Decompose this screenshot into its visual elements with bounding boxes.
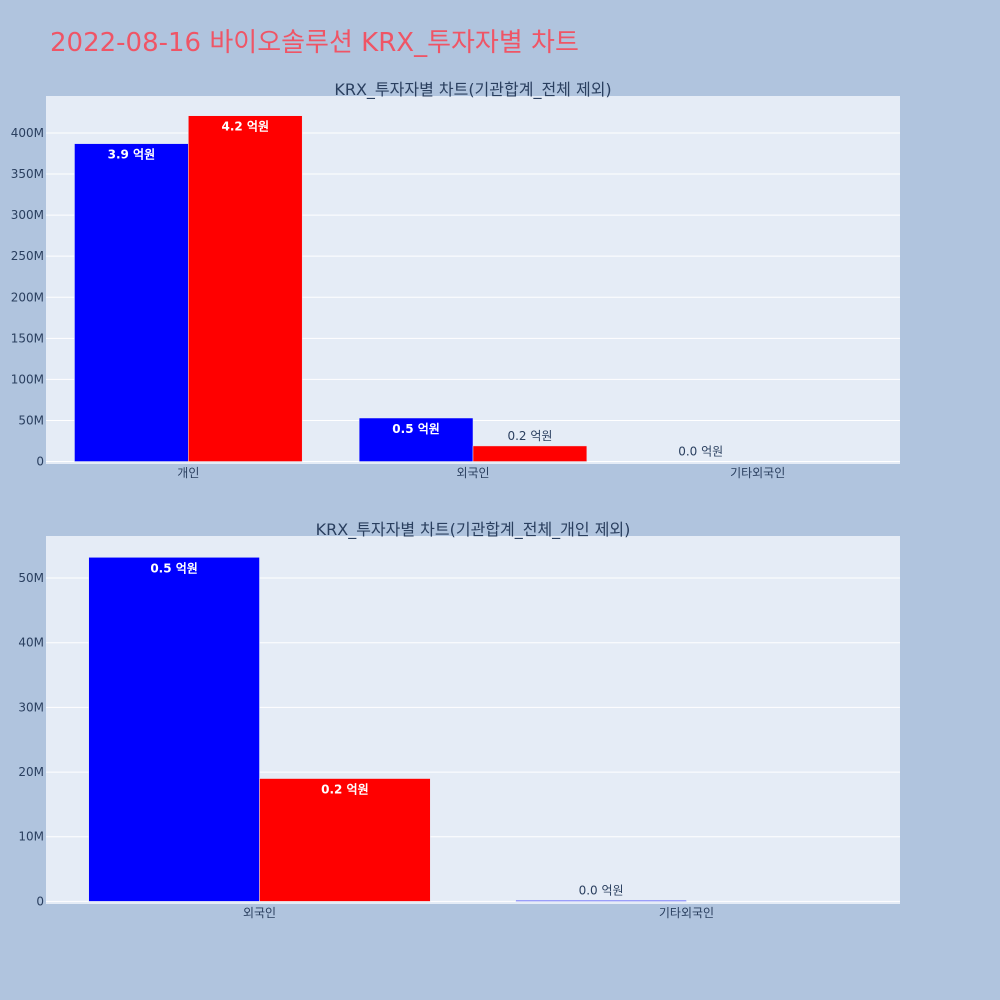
y-tick-label: 250M	[11, 249, 44, 263]
data-label: 0.2 억원	[507, 429, 552, 443]
y-tick-label: 20M	[18, 765, 44, 779]
data-label: 3.9 억원	[108, 148, 156, 162]
data-label: 0.5 억원	[150, 561, 198, 575]
chart-title: KRX_투자자별 차트(기관합계_전체 제외)	[334, 80, 611, 100]
data-label: 0.0 억원	[678, 445, 723, 459]
y-tick-label: 50M	[18, 413, 44, 427]
chart-2: KRX_투자자별 차트(기관합계_전체_개인 제외) 0 10M 20M 30M 40M 5…	[18, 520, 900, 920]
y-tick-label: 40M	[18, 636, 44, 650]
y-tick-label: 0	[36, 894, 44, 908]
y-tick-label: 30M	[18, 700, 44, 714]
chart-1: KRX_투자자별 차트(기관합계_전체 제외) 0 50M 100M 150M 200M 2…	[11, 80, 900, 480]
bar	[88, 557, 260, 902]
y-tick-label: 150M	[11, 331, 44, 345]
bar	[74, 143, 189, 462]
x-tick-label: 기타외국인	[659, 906, 714, 920]
x-tick-label: 기타외국인	[730, 466, 785, 480]
data-label: 0.2 억원	[321, 783, 369, 797]
page-title: 2022-08-16 바이오솔루션 KRX_투자자별 차트	[50, 28, 579, 58]
bar	[472, 445, 588, 462]
bar	[259, 778, 431, 902]
y-tick-label: 200M	[11, 290, 44, 304]
y-tick-label: 350M	[11, 167, 44, 181]
data-label: 0.0 억원	[579, 883, 624, 897]
y-tick-label: 300M	[11, 208, 44, 222]
x-tick-label: 개인	[177, 466, 199, 480]
chart-title: KRX_투자자별 차트(기관합계_전체_개인 제외)	[316, 520, 631, 540]
bar	[188, 115, 303, 462]
bar	[515, 900, 687, 902]
y-tick-label: 0	[36, 455, 44, 469]
y-tick-label: 100M	[11, 372, 44, 386]
y-tick-label: 400M	[11, 126, 44, 140]
bar	[358, 417, 474, 462]
y-tick-label: 10M	[18, 830, 44, 844]
y-tick-label: 50M	[18, 571, 44, 585]
x-tick-label: 외국인	[243, 906, 276, 920]
data-label: 4.2 억원	[222, 120, 270, 134]
x-tick-label: 외국인	[456, 466, 489, 480]
data-label: 0.5 억원	[392, 422, 440, 436]
